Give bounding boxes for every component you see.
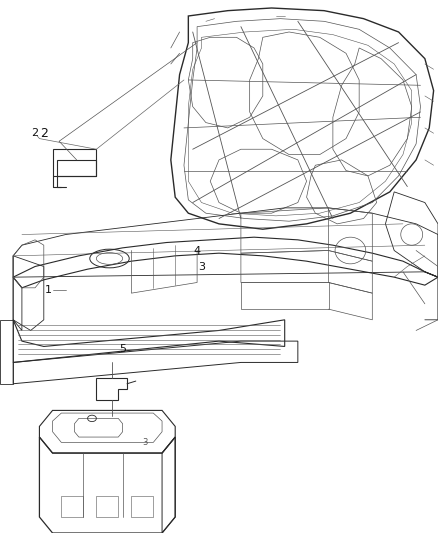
Text: 3: 3 [142, 438, 147, 447]
Text: 1: 1 [45, 286, 52, 295]
Text: 3: 3 [198, 262, 205, 271]
Text: 2: 2 [32, 128, 39, 138]
Text: 4: 4 [194, 246, 201, 255]
Text: 2: 2 [40, 127, 48, 140]
Text: 5: 5 [119, 344, 126, 354]
